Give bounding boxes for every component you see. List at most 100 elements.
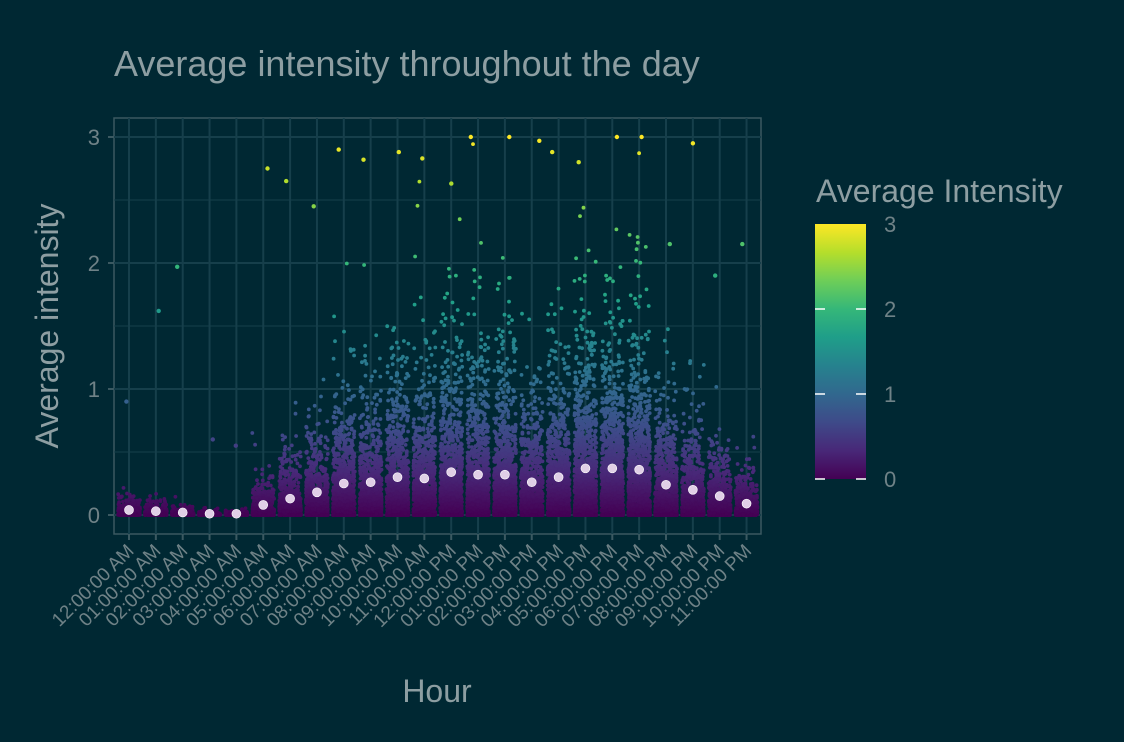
plot-panel xyxy=(113,117,762,535)
data-point xyxy=(340,502,344,507)
data-point xyxy=(159,508,164,513)
data-point xyxy=(325,452,330,456)
data-point xyxy=(310,446,314,451)
data-point xyxy=(260,482,264,487)
data-point xyxy=(323,435,328,440)
data-point xyxy=(338,475,342,480)
data-point xyxy=(349,426,354,431)
data-point xyxy=(361,412,365,417)
data-point xyxy=(116,492,121,497)
data-point xyxy=(121,499,125,504)
data-point xyxy=(332,410,337,414)
data-point xyxy=(171,506,176,511)
data-point xyxy=(378,397,383,402)
data-point xyxy=(287,466,292,470)
data-point xyxy=(312,403,317,408)
data-point xyxy=(160,512,164,517)
data-point xyxy=(331,414,336,419)
data-point xyxy=(331,356,336,361)
data-point xyxy=(258,511,262,515)
data-point xyxy=(319,499,324,504)
data-point xyxy=(331,511,336,516)
data-point xyxy=(374,333,379,338)
data-point xyxy=(321,377,326,382)
data-point xyxy=(365,395,370,400)
data-point xyxy=(343,489,347,494)
data-point xyxy=(128,494,133,498)
data-point xyxy=(250,490,255,495)
data-point xyxy=(351,473,356,478)
data-point xyxy=(306,477,311,482)
data-point xyxy=(378,374,383,379)
data-point xyxy=(347,475,352,480)
data-point xyxy=(294,434,298,438)
data-point xyxy=(270,487,275,491)
data-point xyxy=(299,508,303,513)
data-point xyxy=(325,446,330,451)
data-point xyxy=(284,503,289,508)
data-point xyxy=(341,379,346,384)
data-point xyxy=(163,504,168,508)
data-point xyxy=(290,454,295,459)
data-point xyxy=(364,402,369,406)
data-point xyxy=(309,498,314,503)
data-point xyxy=(341,458,346,463)
data-point xyxy=(333,436,338,441)
data-point xyxy=(338,496,342,500)
data-point xyxy=(203,505,208,510)
data-point xyxy=(295,490,300,494)
data-point xyxy=(340,468,345,473)
data-point xyxy=(306,436,311,441)
data-point xyxy=(278,474,282,479)
data-point xyxy=(352,435,356,440)
data-point xyxy=(363,353,367,358)
data-point xyxy=(306,456,311,460)
data-point xyxy=(253,442,257,447)
data-point xyxy=(271,494,275,499)
data-point xyxy=(345,503,350,508)
data-point xyxy=(342,424,347,429)
data-point-max xyxy=(284,178,289,184)
data-point xyxy=(336,488,340,493)
data-point xyxy=(325,496,330,500)
data-point xyxy=(309,432,314,436)
data-point xyxy=(349,503,353,508)
data-point xyxy=(347,492,352,496)
data-point xyxy=(295,461,300,466)
data-point xyxy=(334,478,339,483)
data-point xyxy=(256,482,260,486)
data-point xyxy=(351,347,356,352)
data-point xyxy=(324,513,329,517)
data-point xyxy=(262,496,266,501)
data-point xyxy=(158,498,163,503)
data-point xyxy=(350,438,354,443)
data-point xyxy=(294,468,298,473)
data-point xyxy=(131,498,136,503)
data-point xyxy=(350,443,355,447)
data-point xyxy=(346,437,351,442)
data-point xyxy=(292,482,296,487)
data-point xyxy=(343,495,348,499)
data-point xyxy=(255,478,259,483)
data-point xyxy=(373,410,377,415)
data-point-max xyxy=(175,264,180,269)
data-point xyxy=(253,502,258,507)
data-point xyxy=(364,362,369,366)
data-point xyxy=(344,261,349,266)
data-point xyxy=(343,472,348,477)
data-point xyxy=(178,502,183,507)
data-point xyxy=(310,503,315,507)
data-point xyxy=(289,443,294,448)
data-point xyxy=(121,486,126,490)
data-point-max xyxy=(265,166,270,171)
data-point xyxy=(316,439,321,443)
data-point xyxy=(352,429,357,434)
data-point xyxy=(324,457,329,462)
data-point xyxy=(348,510,353,515)
data-point xyxy=(345,383,350,388)
data-point xyxy=(345,498,350,503)
data-point xyxy=(378,443,383,448)
data-point xyxy=(261,513,266,517)
data-point xyxy=(374,457,379,461)
